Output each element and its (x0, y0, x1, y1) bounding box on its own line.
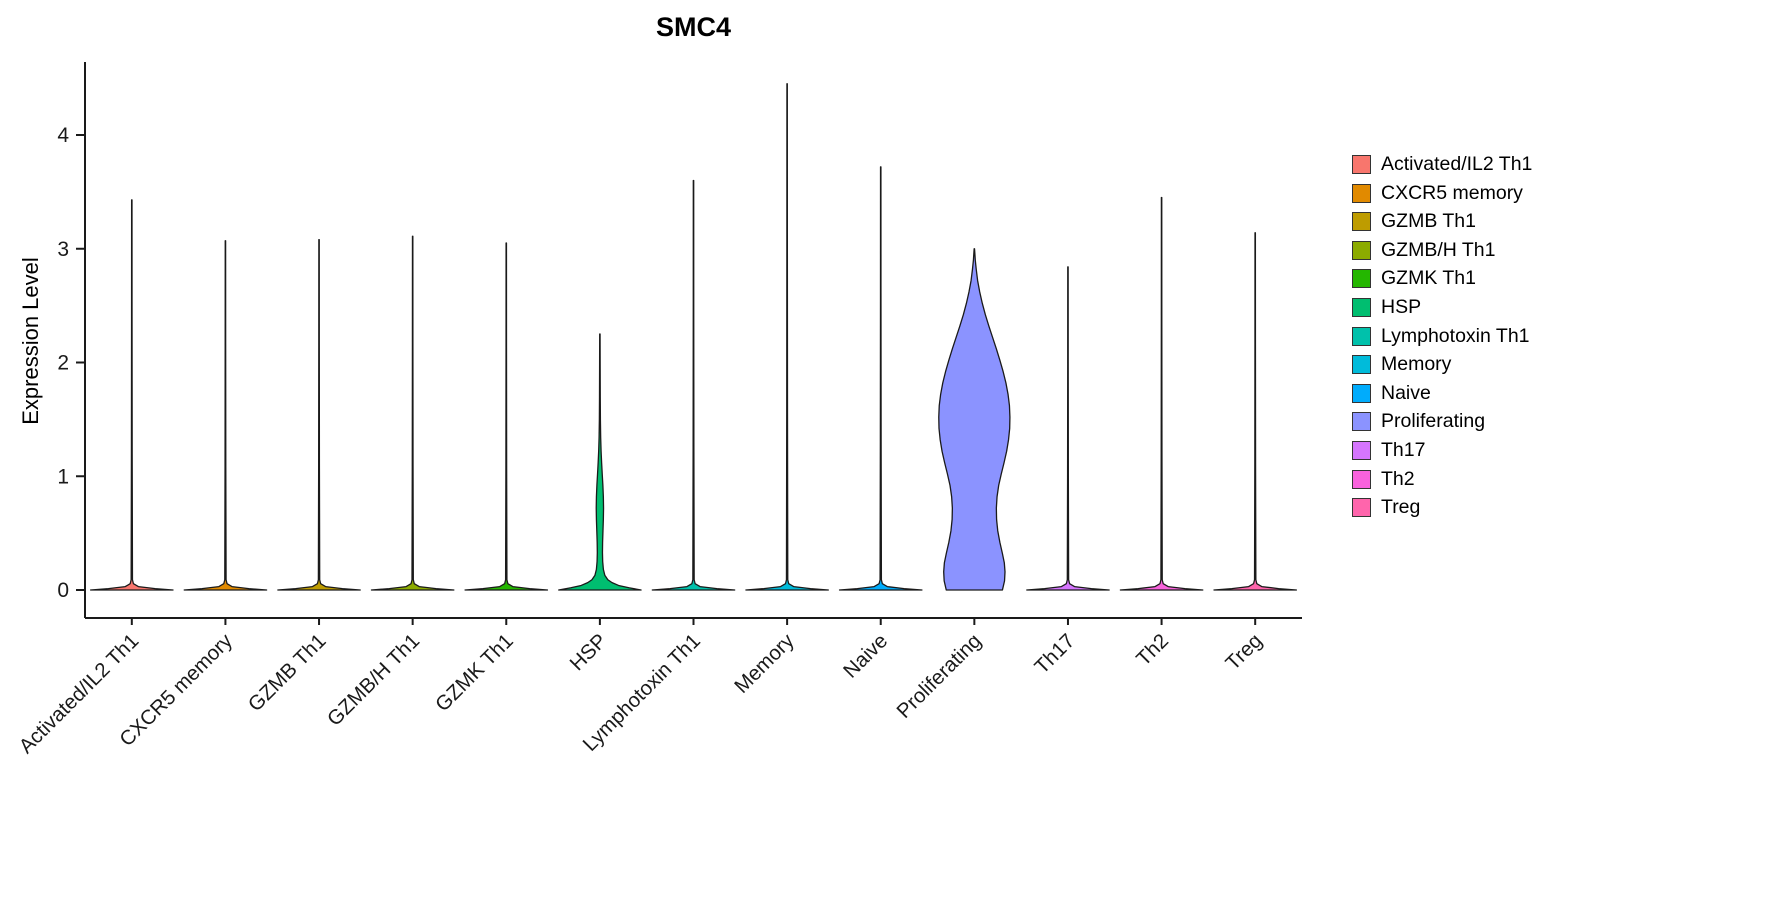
legend-swatch (1352, 498, 1371, 518)
chart-title: SMC4 (655, 12, 731, 42)
legend-label: Memory (1381, 353, 1452, 376)
legend-item: Lymphotoxin Th1 (1352, 324, 1532, 347)
legend-item: Th17 (1352, 438, 1532, 461)
legend-label: GZMK Th1 (1381, 267, 1476, 290)
legend-label: Naive (1381, 381, 1431, 404)
y-tick-label: 4 (57, 124, 69, 147)
legend-item: Activated/IL2 Th1 (1352, 153, 1533, 175)
x-axis-label: GZMB Th1 (244, 629, 331, 716)
legend-swatch (1352, 297, 1371, 317)
x-axis-label: Th2 (1132, 629, 1173, 670)
violin-hsp (558, 333, 642, 591)
legend-item: Naive (1352, 381, 1532, 404)
legend-item: GZMB/H Th1 (1352, 238, 1532, 261)
violin-gzmb-th1 (277, 238, 361, 591)
legend-label: HSP (1381, 295, 1422, 318)
x-axis-label: GZMB/H Th1 (323, 629, 424, 730)
violin-proliferating (938, 248, 1011, 591)
legend-item: GZMK Th1 (1352, 267, 1532, 290)
legend-label: Lymphotoxin Th1 (1381, 324, 1530, 347)
legend-swatch (1352, 326, 1371, 346)
violin-gzmb-h-th1 (370, 235, 455, 591)
violin-activated-il2-th1 (89, 199, 174, 591)
legend-label: Th17 (1381, 438, 1426, 461)
y-tick-label: 3 (57, 238, 69, 261)
legend-label: CXCR5 memory (1381, 181, 1523, 204)
legend-swatch (1352, 269, 1371, 289)
legend-label: Activated/IL2 Th1 (1381, 153, 1533, 175)
legend-label: Th2 (1381, 467, 1415, 490)
legend-label: Proliferating (1381, 410, 1486, 433)
legend-item: Proliferating (1352, 410, 1532, 433)
legend-swatch (1352, 240, 1371, 260)
legend-item: Memory (1352, 353, 1532, 376)
y-tick-label: 2 (57, 352, 69, 375)
legend-item: CXCR5 memory (1352, 181, 1532, 204)
violin-naive (838, 166, 923, 591)
legend-swatch (1352, 155, 1371, 174)
violin-th2 (1119, 196, 1204, 591)
legend-label: GZMB/H Th1 (1381, 238, 1496, 261)
violin-memory (745, 83, 829, 591)
x-axis-label: Memory (730, 629, 799, 698)
violin-gzmk-th1 (464, 242, 549, 591)
legend-swatch (1352, 183, 1371, 203)
violin-th17 (1026, 266, 1110, 591)
x-axis-label: Treg (1221, 629, 1267, 675)
y-tick-label: 0 (57, 579, 69, 602)
legend-item: GZMB Th1 (1352, 210, 1532, 233)
violin-lymphotoxin-th1 (651, 179, 736, 591)
y-tick-label: 1 (57, 465, 69, 488)
x-axis-label: Proliferating (892, 629, 986, 723)
legend-swatch (1352, 440, 1371, 460)
x-axis-label: Naive (839, 629, 892, 682)
x-axis-label: GZMK Th1 (431, 629, 518, 716)
violin-treg (1213, 232, 1298, 591)
legend-swatch (1352, 412, 1371, 432)
legend-item: HSP (1352, 295, 1532, 318)
legend-item: Th2 (1352, 467, 1532, 490)
legend-swatch (1352, 212, 1371, 232)
legend-label: Treg (1381, 496, 1421, 519)
legend-swatch (1352, 355, 1371, 375)
legend: Activated/IL2 Th1 CXCR5 memory GZMB Th1 GZM… (1352, 153, 1533, 527)
legend-item: Treg (1352, 496, 1532, 519)
violin-cxcr5-memory (183, 240, 268, 591)
legend-swatch (1352, 469, 1371, 489)
x-axis-label: Th17 (1030, 629, 1079, 678)
x-axis-label: HSP (565, 629, 611, 675)
legend-swatch (1352, 383, 1371, 403)
legend-label: GZMB Th1 (1381, 210, 1476, 233)
